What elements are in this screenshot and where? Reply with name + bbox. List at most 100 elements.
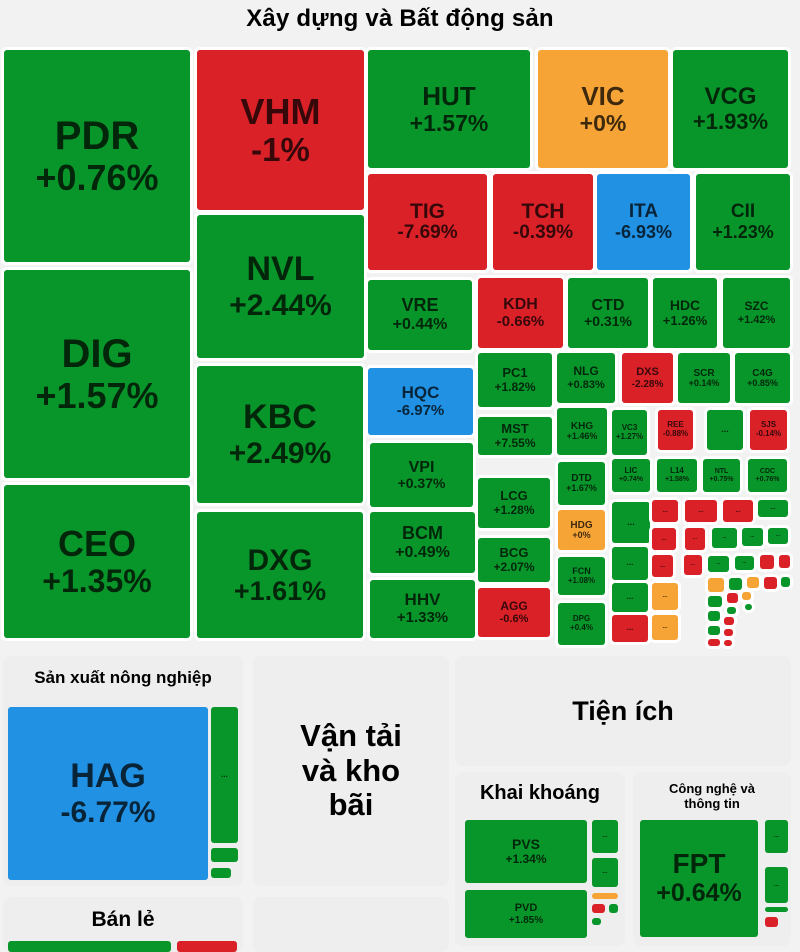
treemap-cell-tch[interactable]: TCH -0.39% [493, 174, 593, 270]
treemap-cell-dxs[interactable]: DXS -2.28% [622, 353, 673, 403]
treemap-cell-dtd[interactable]: DTD +1.67% [558, 462, 605, 505]
treemap-cell-mini-29[interactable]: ... [707, 410, 743, 450]
treemap-cell-mini-100[interactable] [177, 941, 237, 952]
treemap-cell-nlg[interactable]: NLG +0.83% [557, 353, 615, 403]
treemap-cell-mini-80[interactable] [708, 639, 720, 646]
treemap-cell-fcn[interactable]: FCN +1.08% [558, 557, 605, 595]
treemap-cell-mini-90[interactable] [592, 893, 618, 899]
treemap-cell-mini-84[interactable] [211, 848, 238, 862]
treemap-cell-mini-48[interactable]: ... [612, 615, 648, 642]
treemap-cell-vpi[interactable]: VPI +0.37% [370, 443, 473, 507]
treemap-cell-tig[interactable]: TIG -7.69% [368, 174, 487, 270]
treemap-cell-vcg[interactable]: VCG +1.93% [673, 50, 788, 168]
treemap-cell-mini-67[interactable] [729, 578, 742, 590]
treemap-cell-dpg[interactable]: DPG +0.4% [558, 603, 605, 645]
treemap-cell-pvd[interactable]: PVD +1.85% [465, 890, 587, 938]
treemap-cell-mini-59[interactable]: ... [742, 528, 763, 546]
treemap-cell-lic[interactable]: LIC +0.74% [612, 459, 650, 492]
treemap-cell-ctd[interactable]: CTD +0.31% [568, 278, 648, 348]
treemap-cell-mini-65[interactable] [779, 555, 790, 568]
treemap-cell-hdg[interactable]: HDG +0% [558, 510, 605, 550]
treemap-cell-l14[interactable]: L14 +1.58% [657, 459, 697, 492]
treemap-cell-mini-54[interactable]: ... [685, 500, 717, 522]
treemap-cell-agg[interactable]: AGG -0.6% [478, 588, 550, 637]
treemap-cell-pdr[interactable]: PDR +0.76% [4, 50, 190, 262]
treemap-cell-mini-53[interactable]: ... [652, 615, 678, 640]
treemap-cell-szc[interactable]: SZC +1.42% [723, 278, 790, 348]
treemap-cell-mini-60[interactable]: ... [768, 528, 788, 544]
treemap-cell-sjs[interactable]: SJS -0.14% [750, 410, 787, 450]
treemap-cell-mini-81[interactable] [724, 640, 732, 646]
treemap-cell-mini-89[interactable]: ... [592, 858, 618, 887]
treemap-cell-mini-58[interactable]: ... [712, 528, 737, 548]
treemap-cell-mini-55[interactable]: ... [723, 500, 753, 522]
treemap-cell-mini-96[interactable]: ... [765, 867, 788, 903]
treemap-cell-cdc[interactable]: CDC +0.76% [748, 459, 787, 492]
treemap-cell-vre[interactable]: VRE +0.44% [368, 280, 472, 350]
treemap-cell-cii[interactable]: CII +1.23% [696, 174, 790, 270]
treemap-cell-mini-85[interactable] [211, 868, 231, 878]
treemap-cell-dig[interactable]: DIG +1.57% [4, 270, 190, 478]
treemap-cell-mini-76[interactable] [727, 607, 736, 614]
treemap-cell-mini-83[interactable]: ... [211, 707, 238, 843]
treemap-cell-ita[interactable]: ITA -6.93% [597, 174, 690, 270]
treemap-cell-pvs[interactable]: PVS +1.34% [465, 820, 587, 883]
treemap-cell-fpt[interactable]: FPT +0.64% [640, 820, 758, 937]
treemap-cell-mini-57[interactable]: ... [685, 528, 705, 550]
treemap-cell-vc3[interactable]: VC3 +1.27% [612, 410, 647, 455]
treemap-cell-mini-66[interactable] [708, 578, 724, 592]
treemap-cell-mini-98[interactable] [765, 917, 778, 927]
treemap-cell-kdh[interactable]: KDH -0.66% [478, 278, 563, 348]
treemap-cell-vic[interactable]: VIC +0% [538, 50, 668, 168]
treemap-cell-mini-52[interactable]: ... [652, 583, 678, 610]
treemap-cell-pc1[interactable]: PC1 +1.82% [478, 353, 552, 407]
treemap-cell-mini-46[interactable]: ... [612, 547, 648, 580]
treemap-cell-mini-69[interactable] [764, 577, 777, 589]
treemap-cell-mini-63[interactable]: ... [735, 556, 754, 570]
treemap-cell-mini-71[interactable] [708, 596, 722, 607]
treemap-cell-scr[interactable]: SCR +0.14% [678, 353, 730, 403]
treemap-cell-mini-49[interactable]: ... [652, 500, 678, 522]
treemap-cell-dxg[interactable]: DXG +1.61% [197, 512, 363, 638]
treemap-cell-mini-47[interactable]: ... [612, 583, 648, 612]
treemap-cell-hqc[interactable]: HQC -6.97% [368, 368, 473, 435]
treemap-cell-c4g[interactable]: C4G +0.85% [735, 353, 790, 403]
treemap-cell-bcm[interactable]: BCM +0.49% [370, 512, 475, 573]
treemap-cell-mini-38[interactable]: ... [612, 502, 650, 543]
treemap-cell-khg[interactable]: KHG +1.46% [557, 408, 607, 455]
treemap-cell-mini-99[interactable] [8, 941, 171, 952]
treemap-cell-mst[interactable]: MST +7.55% [478, 417, 552, 455]
treemap-cell-mini-51[interactable]: ... [652, 555, 673, 577]
treemap-cell-mini-50[interactable]: ... [652, 528, 676, 550]
treemap-cell-mini-72[interactable] [727, 593, 738, 603]
treemap-cell-mini-91[interactable] [592, 904, 605, 913]
treemap-cell-mini-77[interactable] [724, 617, 734, 625]
treemap-cell-mini-62[interactable]: ... [708, 556, 729, 572]
treemap-cell-mini-93[interactable] [592, 918, 601, 925]
treemap-cell-mini-74[interactable] [745, 604, 752, 610]
treemap-cell-mini-88[interactable]: ... [592, 820, 618, 853]
treemap-cell-lcg[interactable]: LCG +1.28% [478, 478, 550, 528]
treemap-cell-mini-61[interactable]: ... [684, 555, 702, 575]
treemap-cell-mini-78[interactable] [708, 626, 720, 635]
treemap-cell-hhv[interactable]: HHV +1.33% [370, 580, 475, 638]
treemap-cell-mini-95[interactable]: ... [765, 820, 788, 853]
treemap-cell-mini-56[interactable]: ... [758, 500, 788, 517]
treemap-cell-nvl[interactable]: NVL +2.44% [197, 215, 364, 358]
treemap-cell-ceo[interactable]: CEO +1.35% [4, 485, 190, 638]
treemap-cell-mini-79[interactable] [724, 629, 733, 636]
treemap-cell-mini-92[interactable] [609, 904, 618, 913]
treemap-cell-mini-70[interactable] [781, 577, 790, 587]
treemap-cell-hdc[interactable]: HDC +1.26% [653, 278, 717, 348]
treemap-cell-kbc[interactable]: KBC +2.49% [197, 366, 363, 503]
treemap-cell-mini-97[interactable] [765, 907, 788, 912]
treemap-cell-vhm[interactable]: VHM -1% [197, 50, 364, 210]
treemap-cell-ree[interactable]: REE -0.88% [658, 410, 693, 450]
treemap-cell-mini-73[interactable] [742, 592, 751, 600]
treemap-cell-hag[interactable]: HAG -6.77% [8, 707, 208, 880]
treemap-cell-mini-68[interactable] [747, 577, 759, 588]
treemap-cell-mini-75[interactable] [708, 611, 720, 621]
treemap-cell-ntl[interactable]: NTL +0.75% [703, 459, 740, 492]
treemap-cell-mini-64[interactable] [760, 555, 774, 569]
treemap-cell-bcg[interactable]: BCG +2.07% [478, 538, 550, 582]
